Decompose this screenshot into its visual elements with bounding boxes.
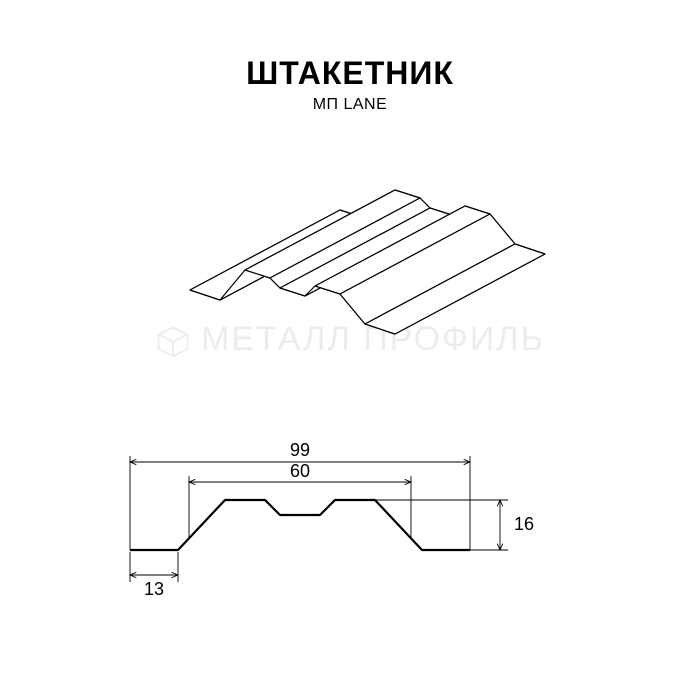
dim-flange-width-label: 13 <box>144 579 164 599</box>
dim-overall-width-label: 99 <box>290 440 310 460</box>
profile-path <box>130 500 470 550</box>
dim-top-width: 60 <box>189 461 411 538</box>
dim-overall-width: 99 <box>130 440 470 550</box>
dim-height-label: 16 <box>514 514 534 534</box>
title-block: ШТАКЕТНИК МП LANE <box>0 55 700 114</box>
cross-section-drawing: 99 60 13 16 <box>90 440 610 620</box>
page-subtitle: МП LANE <box>0 96 700 114</box>
isometric-view <box>150 170 550 370</box>
dim-flange-width: 13 <box>130 552 178 599</box>
dim-top-width-label: 60 <box>290 461 310 481</box>
page-title: ШТАКЕТНИК <box>0 55 700 92</box>
